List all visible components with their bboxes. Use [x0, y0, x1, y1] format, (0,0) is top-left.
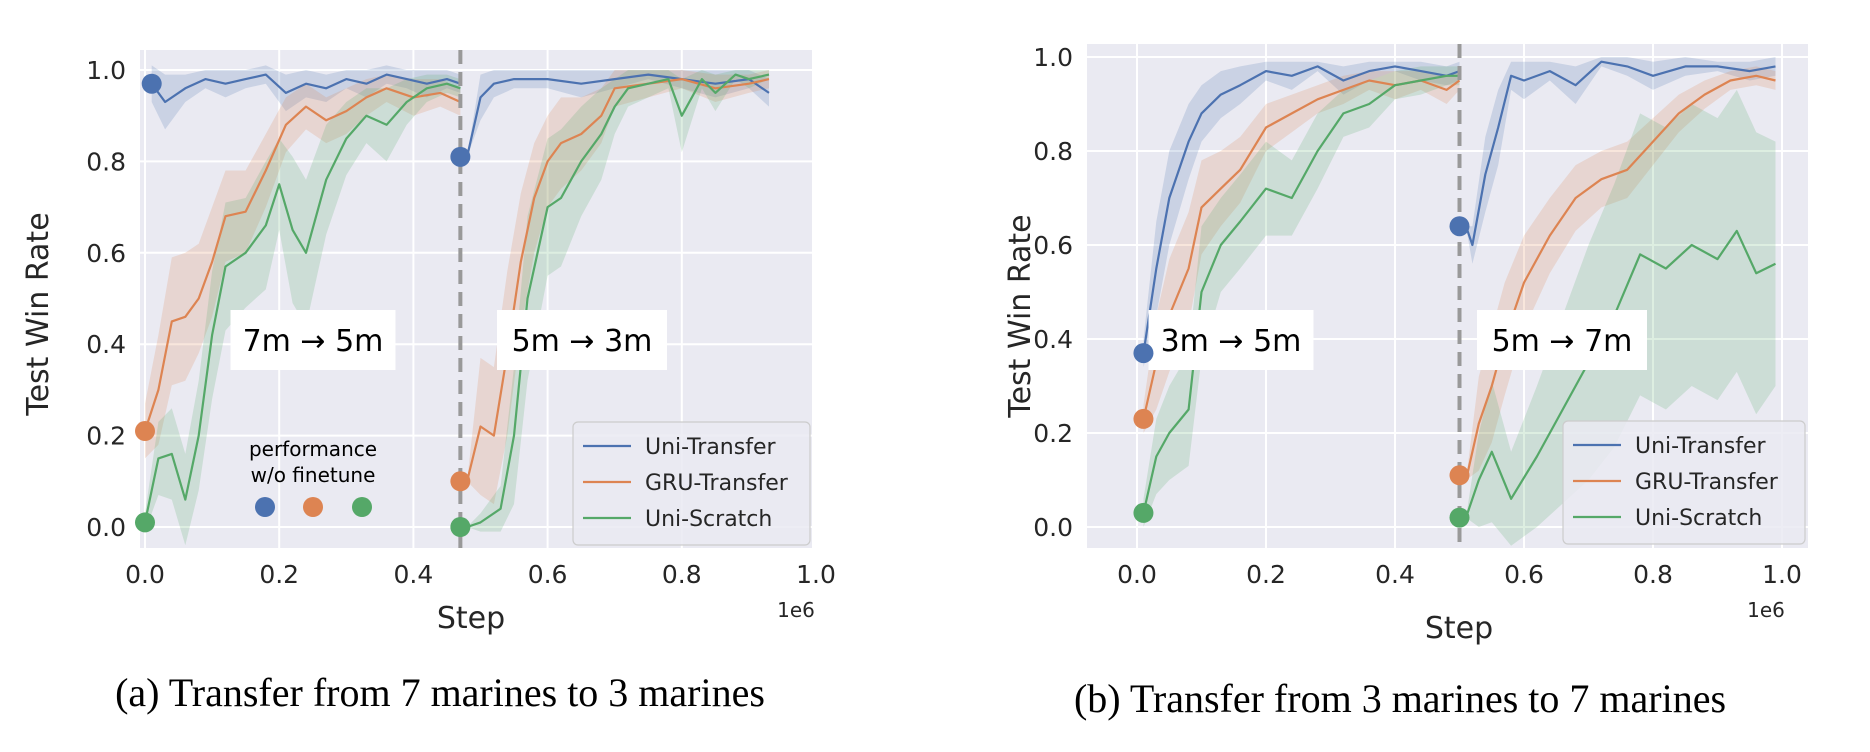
series-line — [143, 87, 461, 432]
no-finetune-point — [1449, 216, 1470, 237]
x-tick-label: 0.6 — [1504, 560, 1544, 589]
no-finetune-note: performance w/o finetune — [249, 437, 377, 487]
y-tick-label: 0.6 — [86, 239, 126, 268]
no-finetune-point — [450, 517, 471, 537]
no-finetune-point — [141, 73, 162, 94]
y-tick-label: 0.0 — [1033, 513, 1073, 542]
no-finetune-key-dot — [255, 497, 275, 517]
annotation-label: 5m → 3m — [512, 324, 653, 359]
annotation-box — [497, 310, 667, 370]
legend-label: Uni-Transfer — [645, 435, 776, 460]
x-tick-label: 0.8 — [1633, 560, 1673, 589]
y-tick-label: 0.4 — [1033, 325, 1073, 354]
annotation-label: 3m → 5m — [1161, 324, 1302, 359]
confidence-band — [467, 70, 769, 505]
no-finetune-point — [1449, 507, 1470, 528]
legend-label: Uni-Scratch — [1635, 506, 1762, 531]
confidence-band — [1143, 66, 1460, 528]
y-tick-label: 0.2 — [86, 422, 126, 451]
no-finetune-point — [450, 471, 471, 492]
y-tick-label: 0.8 — [86, 147, 126, 176]
no-finetune-point — [135, 421, 155, 442]
annotation-box — [1477, 310, 1647, 370]
x-tick-label: 0.8 — [662, 560, 702, 589]
x-tick-label: 0.0 — [125, 560, 165, 589]
series-line — [466, 73, 770, 158]
no-finetune-key-dot — [352, 497, 372, 517]
no-finetune-point — [1133, 502, 1154, 523]
series-line — [466, 73, 770, 529]
confidence-band — [145, 74, 461, 546]
series-line — [1142, 74, 1460, 514]
confidence-band — [1466, 66, 1776, 481]
confidence-band — [1143, 71, 1460, 433]
panel-b: 0.0 0.2 0.4 0.6 0.8 1.0 0.0 0.2 0.4 0.6 0.8 1.0 Step… — [1003, 43, 1808, 646]
no-finetune-point — [450, 146, 471, 167]
legend-label: GRU-Transfer — [1635, 470, 1779, 495]
x-axis-multiplier: 1e6 — [777, 598, 815, 622]
y-tick-label: 1.0 — [1033, 43, 1073, 72]
x-tick-label: 0.4 — [394, 560, 434, 589]
x-axis-label: Step — [1425, 611, 1493, 646]
legend-label: GRU-Transfer — [645, 471, 789, 496]
confidence-band — [151, 65, 461, 130]
series-line — [143, 82, 461, 523]
caption-b: (b) Transfer from 3 marines to 7 marines — [1074, 676, 1726, 721]
annotation-box — [230, 310, 396, 370]
series-line — [1142, 65, 1460, 354]
x-axis-multiplier: 1e6 — [1747, 598, 1785, 622]
y-tick-label: 0.2 — [1033, 419, 1073, 448]
y-tick-label: 0.0 — [86, 513, 126, 542]
x-tick-label: 0.0 — [1117, 560, 1157, 589]
x-tick-label: 0.4 — [1375, 560, 1415, 589]
x-tick-label: 1.0 — [796, 560, 836, 589]
x-tick-label: 0.2 — [259, 560, 299, 589]
legend-label: Uni-Transfer — [1635, 434, 1766, 459]
legend-box — [1562, 420, 1806, 545]
no-finetune-note-line: w/o finetune — [251, 463, 376, 487]
annotation-box — [1148, 310, 1314, 370]
y-axis-label: Test Win Rate — [21, 212, 56, 416]
no-finetune-point — [1449, 465, 1470, 486]
caption-a: (a) Transfer from 7 marines to 3 marines — [115, 670, 765, 715]
no-finetune-point — [1133, 408, 1154, 429]
no-finetune-point — [1133, 343, 1154, 364]
annotation-label: 7m → 5m — [243, 324, 384, 359]
y-axis-label: Test Win Rate — [1003, 214, 1038, 418]
y-tick-label: 1.0 — [86, 56, 126, 85]
legend-label: Uni-Scratch — [645, 507, 772, 532]
x-tick-label: 0.2 — [1246, 560, 1286, 589]
no-finetune-note-line: performance — [249, 437, 377, 461]
y-tick-label: 0.4 — [86, 330, 126, 359]
annotation-label: 5m → 7m — [1492, 324, 1633, 359]
no-finetune-point — [135, 512, 155, 533]
series-line — [1464, 60, 1776, 247]
y-tick-label: 0.8 — [1033, 137, 1073, 166]
series-line — [1464, 74, 1776, 481]
series-line — [150, 73, 461, 104]
x-tick-label: 1.0 — [1762, 560, 1802, 589]
x-tick-label: 0.6 — [528, 560, 568, 589]
no-finetune-key-dot — [303, 497, 323, 517]
y-tick-label: 0.6 — [1033, 231, 1073, 260]
confidence-band — [467, 70, 769, 532]
legend-box — [572, 421, 811, 546]
confidence-band — [145, 74, 461, 459]
panel-a: 0.0 0.2 0.4 0.6 0.8 1.0 0.0 0.2 0.4 0.6 0.8 1.0 Step… — [21, 50, 836, 636]
x-axis-label: Step — [437, 601, 505, 636]
